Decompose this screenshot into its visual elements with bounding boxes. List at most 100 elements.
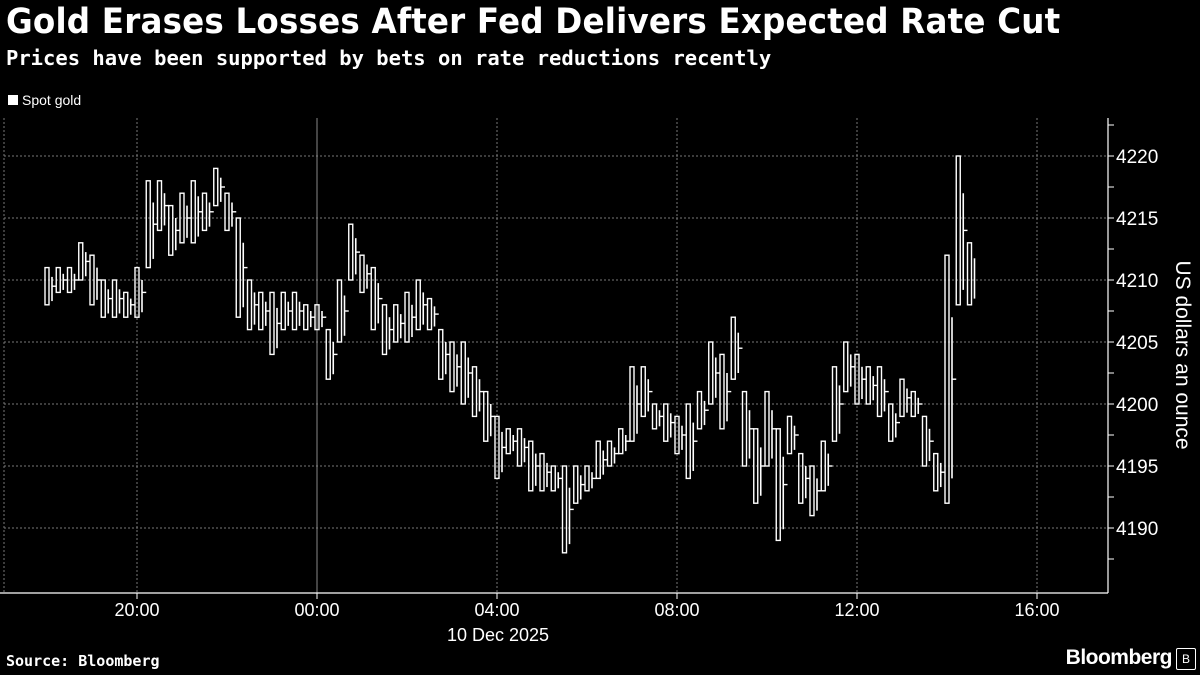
price-bar bbox=[831, 366, 838, 442]
price-bar bbox=[483, 390, 489, 442]
price-bar bbox=[809, 465, 815, 517]
price-bar bbox=[606, 440, 613, 467]
price-bar bbox=[258, 291, 264, 331]
price-bar bbox=[55, 266, 61, 294]
price-bar bbox=[955, 155, 961, 306]
price-bar bbox=[134, 266, 140, 318]
price-bar bbox=[798, 452, 804, 504]
price-bar bbox=[854, 353, 860, 405]
price-bar bbox=[685, 403, 691, 480]
y-tick-label: 4205 bbox=[1116, 333, 1158, 354]
price-bar bbox=[100, 279, 106, 318]
price-bar bbox=[708, 341, 714, 405]
price-bar bbox=[674, 415, 680, 455]
price-bar bbox=[168, 204, 174, 256]
price-bar bbox=[145, 180, 151, 269]
price-bar bbox=[899, 378, 905, 418]
x-tick-label: 04:00 bbox=[474, 600, 519, 620]
gridlines bbox=[3, 118, 1108, 593]
price-bar bbox=[471, 366, 478, 418]
y-axis-label: US dollars an ounce bbox=[1171, 260, 1194, 449]
x-tick-label: 08:00 bbox=[654, 600, 699, 620]
price-bar bbox=[629, 366, 635, 442]
price-bar bbox=[348, 223, 354, 281]
price-bar bbox=[876, 366, 883, 418]
price-bar bbox=[843, 341, 849, 393]
y-tick-label: 4195 bbox=[1116, 457, 1158, 478]
legend: Spot gold bbox=[8, 92, 81, 108]
price-bar bbox=[123, 291, 129, 318]
price-bar bbox=[663, 403, 669, 442]
price-bar bbox=[561, 465, 568, 554]
price-bar bbox=[78, 242, 84, 281]
price-bar bbox=[921, 415, 928, 467]
price-bar bbox=[213, 167, 219, 207]
price-bar bbox=[640, 366, 646, 418]
price-bar bbox=[438, 328, 444, 380]
price-bar bbox=[651, 403, 658, 430]
price-bar bbox=[910, 390, 916, 418]
price-bar bbox=[888, 403, 894, 442]
price-bar bbox=[370, 266, 376, 331]
price-bar bbox=[944, 254, 950, 504]
price-bar bbox=[460, 341, 466, 405]
price-bar bbox=[393, 304, 399, 343]
y-tick-label: 4220 bbox=[1116, 147, 1158, 168]
price-bar bbox=[426, 297, 433, 331]
price-bar bbox=[618, 428, 624, 455]
price-bar bbox=[730, 316, 736, 380]
legend-swatch bbox=[8, 95, 18, 105]
price-bar bbox=[325, 328, 331, 380]
y-tick-label: 4215 bbox=[1116, 209, 1158, 230]
price-bar bbox=[966, 242, 973, 306]
price-bar bbox=[381, 304, 388, 356]
price-bar bbox=[719, 353, 725, 430]
bloomberg-logo: Bloomberg bbox=[1065, 646, 1173, 669]
x-tick-label: 20:00 bbox=[114, 600, 159, 620]
bloomberg-mark-icon: B bbox=[1176, 648, 1196, 670]
x-date-label: 10 Dec 2025 bbox=[447, 625, 549, 645]
price-bar bbox=[303, 304, 309, 331]
y-tick-label: 4190 bbox=[1116, 519, 1158, 540]
chart-subtitle: Prices have been supported by bets on ra… bbox=[6, 46, 772, 70]
price-bar bbox=[539, 452, 545, 492]
price-bar bbox=[786, 415, 793, 455]
price-bar bbox=[528, 440, 534, 492]
price-bar bbox=[291, 291, 298, 331]
price-bar bbox=[449, 341, 455, 393]
x-tick-label: 16:00 bbox=[1014, 600, 1059, 620]
price-bar bbox=[741, 390, 748, 467]
chart-title: Gold Erases Losses After Fed Delivers Ex… bbox=[6, 2, 1061, 42]
price-bar bbox=[44, 266, 50, 306]
price-bar bbox=[595, 440, 601, 480]
source-note: Source: Bloomberg bbox=[6, 652, 160, 670]
price-bar bbox=[269, 291, 275, 356]
price-bar bbox=[516, 428, 523, 467]
price-bar bbox=[696, 390, 703, 430]
price-bar bbox=[280, 291, 286, 331]
price-bar bbox=[235, 217, 241, 318]
price-bar bbox=[764, 390, 770, 467]
price-bar bbox=[753, 428, 759, 504]
price-bar bbox=[933, 452, 939, 492]
price-bar bbox=[190, 180, 196, 244]
price-bar bbox=[584, 465, 590, 492]
price-bar bbox=[573, 465, 579, 504]
price-bar bbox=[336, 279, 343, 343]
x-tick-label: 00:00 bbox=[294, 600, 339, 620]
price-bar bbox=[156, 180, 163, 232]
price-bar bbox=[359, 254, 365, 294]
price-bar bbox=[179, 192, 185, 244]
price-bar bbox=[820, 440, 826, 492]
price-bar bbox=[550, 465, 556, 492]
axes: 4190 4195 4200 4205 4210 4215 4220 20:00 00:00 10… bbox=[0, 118, 1158, 645]
price-bar bbox=[865, 366, 871, 405]
price-bar bbox=[224, 192, 230, 232]
price-bar bbox=[505, 428, 511, 455]
price-bar bbox=[111, 279, 118, 318]
y-tick-label: 4210 bbox=[1116, 271, 1158, 292]
price-bar bbox=[404, 291, 410, 343]
price-bars bbox=[44, 155, 976, 554]
price-bar bbox=[201, 192, 208, 232]
